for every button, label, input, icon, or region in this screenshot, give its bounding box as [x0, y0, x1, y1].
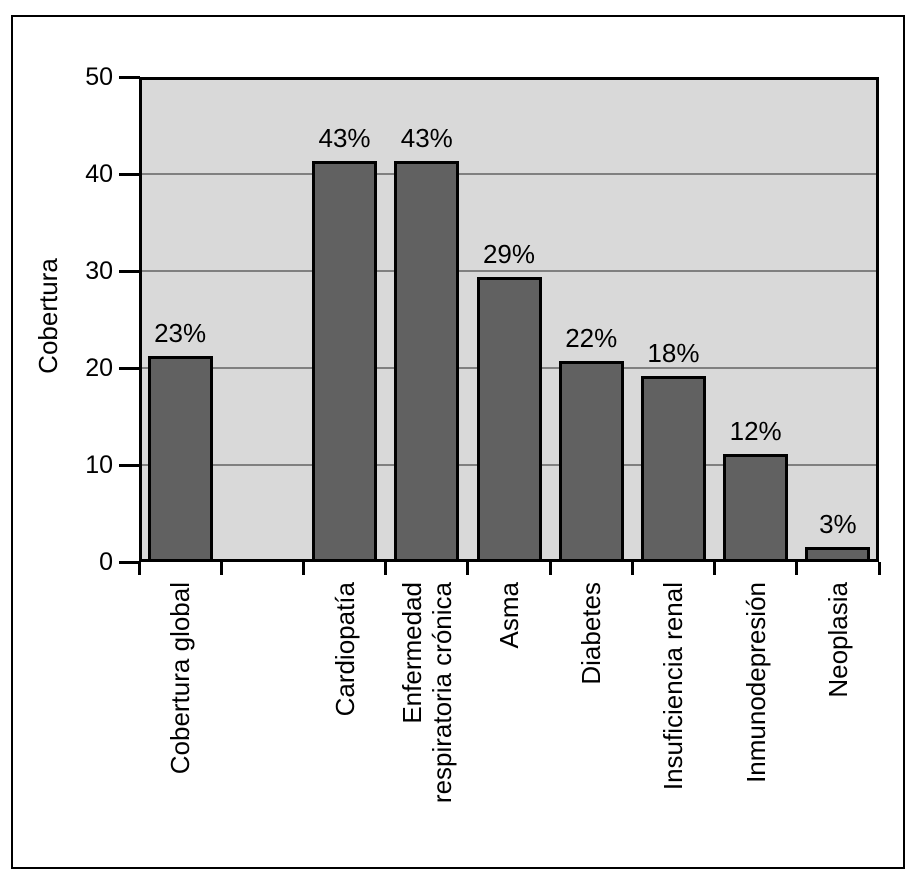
y-tick-20: [119, 366, 140, 370]
x-tick: [384, 562, 388, 575]
y-tick-label-50: 50: [85, 63, 113, 91]
bar-value-label: 3%: [819, 509, 857, 539]
x-tick: [713, 562, 717, 575]
x-tick: [466, 562, 470, 575]
category-label-diabetes: Diabetes: [576, 582, 607, 685]
category-label-cobertura-global: Cobertura global: [165, 582, 196, 775]
y-tick-30: [119, 269, 140, 273]
x-tick: [548, 562, 552, 575]
bar-inmunodepresi-n: [723, 454, 789, 562]
category-label-inmunodepresi-n: Inmunodepresión: [740, 582, 771, 783]
bar-value-label: 29%: [482, 239, 536, 269]
x-tick: [301, 562, 305, 575]
y-tick-0: [119, 560, 140, 564]
bar-value-label: 22%: [565, 323, 618, 353]
y-tick-label-20: 20: [85, 354, 113, 382]
bar-cardiopat-a: [312, 161, 378, 562]
bar-asma: [476, 277, 542, 562]
y-tick-label-40: 40: [85, 160, 113, 188]
category-label-neoplasia: Neoplasia: [822, 582, 853, 698]
y-tick-10: [119, 463, 140, 467]
y-axis-title: Cobertura: [33, 258, 63, 374]
x-tick: [219, 562, 223, 575]
gridline-30: [139, 270, 879, 272]
bar-value-label: 18%: [647, 338, 700, 368]
category-label-insuficiencia-renal: Insuficiencia renal: [658, 582, 689, 791]
bar-neoplasia: [805, 547, 871, 562]
y-tick-label-10: 10: [85, 451, 113, 479]
x-tick: [877, 562, 881, 575]
category-label-asma: Asma: [494, 582, 524, 649]
x-tick: [630, 562, 634, 575]
x-tick: [137, 562, 141, 575]
bar-value-label: 23%: [154, 318, 207, 348]
y-tick-40: [119, 172, 140, 176]
y-tick-label-0: 0: [99, 548, 113, 576]
plot-frame: [139, 77, 879, 562]
bar-insuficiencia-renal: [640, 376, 706, 562]
bar-cobertura-global: [147, 356, 213, 562]
y-tick-50: [119, 75, 140, 79]
x-tick: [795, 562, 799, 575]
category-label-enfermedad-respiratoria-cr-nica: Enfermedad respiratoria crónica: [396, 582, 457, 804]
y-tick-label-30: 30: [85, 257, 113, 285]
bar-value-label: 43%: [318, 123, 371, 153]
bar-diabetes: [558, 361, 624, 562]
bar-enfermedad-respiratoria-cr-nica: [394, 161, 460, 562]
bar-value-label: 43%: [400, 123, 453, 153]
bar-value-label: 12%: [729, 416, 782, 446]
figure-border: [11, 15, 905, 869]
gridline-40: [139, 173, 879, 175]
category-label-cardiopat-a: Cardiopatía: [329, 582, 360, 717]
